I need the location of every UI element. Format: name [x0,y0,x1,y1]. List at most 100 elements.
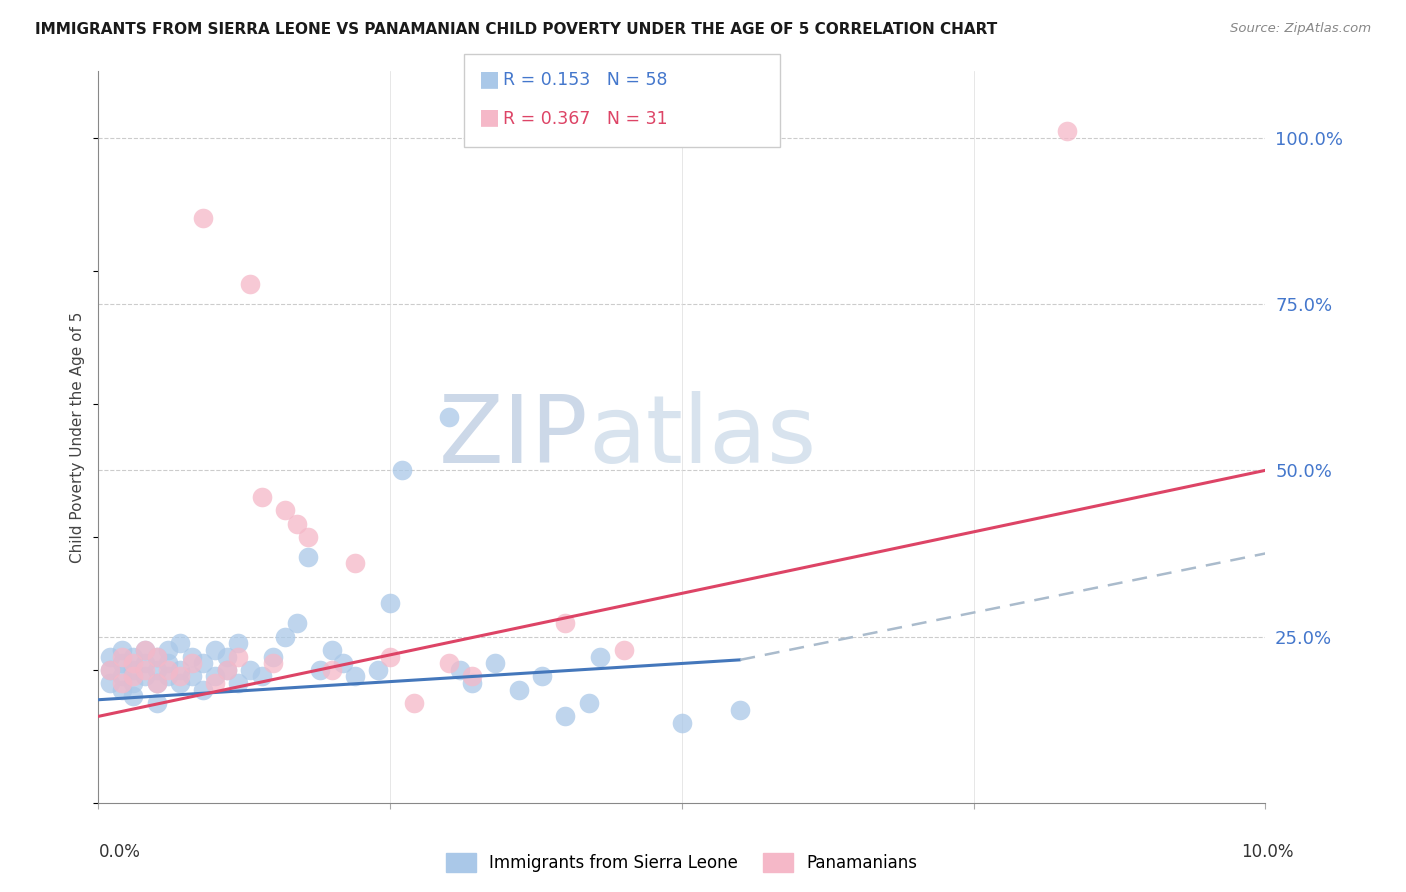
Point [461,669,484,683]
Point [157,656,180,670]
Point [344,557,367,571]
Point [589,649,612,664]
Point [157,663,180,677]
Point [262,649,284,664]
Point [554,616,576,631]
Point [367,663,389,677]
Point [250,669,273,683]
Point [215,649,238,664]
Point [228,636,250,650]
Point [297,549,319,564]
Point [274,630,297,644]
Point [122,663,145,677]
Point [215,663,238,677]
Point [157,669,180,683]
Point [380,649,402,664]
Point [250,490,273,504]
Point [98,663,121,677]
Point [134,669,156,683]
Point [111,676,134,690]
Text: 10.0%: 10.0% [1241,843,1294,861]
Point [134,643,156,657]
Text: Source: ZipAtlas.com: Source: ZipAtlas.com [1230,22,1371,36]
Point [461,676,484,690]
Legend: Immigrants from Sierra Leone, Panamanians: Immigrants from Sierra Leone, Panamanian… [440,846,924,879]
Point [204,643,226,657]
Text: R = 0.153   N = 58: R = 0.153 N = 58 [503,71,668,89]
Point [111,669,134,683]
Point [193,656,215,670]
Point [578,696,600,710]
Point [321,663,343,677]
Point [98,663,121,677]
Point [180,649,202,664]
Point [228,676,250,690]
Point [180,656,202,670]
Point [134,663,156,677]
Point [612,643,634,657]
Point [111,656,134,670]
Text: ■: ■ [479,69,501,88]
Point [122,649,145,664]
Point [228,649,250,664]
Point [169,676,191,690]
Point [146,696,169,710]
Text: ZIP: ZIP [439,391,589,483]
Point [402,696,425,710]
Point [508,682,530,697]
Point [146,676,169,690]
Point [146,663,169,677]
Point [484,656,506,670]
Point [98,649,121,664]
Point [204,669,226,683]
Text: IMMIGRANTS FROM SIERRA LEONE VS PANAMANIAN CHILD POVERTY UNDER THE AGE OF 5 CORR: IMMIGRANTS FROM SIERRA LEONE VS PANAMANI… [35,22,997,37]
Point [309,663,332,677]
Point [285,616,308,631]
Point [321,643,343,657]
Point [380,596,402,610]
Point [157,643,180,657]
Point [111,682,134,697]
Point [204,676,226,690]
Point [146,676,169,690]
Point [134,643,156,657]
Point [437,410,460,425]
Text: ■: ■ [479,107,501,127]
Point [122,690,145,704]
Point [1056,124,1078,138]
Point [111,643,134,657]
Point [169,669,191,683]
Point [169,636,191,650]
Point [146,649,169,664]
Point [122,676,145,690]
Point [554,709,576,723]
Point [449,663,471,677]
Point [215,663,238,677]
Point [111,649,134,664]
Point [193,682,215,697]
Point [98,676,121,690]
Point [180,669,202,683]
Y-axis label: Child Poverty Under the Age of 5: Child Poverty Under the Age of 5 [70,311,86,563]
Point [297,530,319,544]
Point [193,211,215,225]
Point [122,656,145,670]
Point [730,703,752,717]
Point [274,503,297,517]
Point [239,277,262,292]
Point [391,463,413,477]
Text: R = 0.367   N = 31: R = 0.367 N = 31 [503,110,668,128]
Point [437,656,460,670]
Point [332,656,354,670]
Text: atlas: atlas [589,391,817,483]
Point [122,669,145,683]
Point [146,649,169,664]
Point [344,669,367,683]
Point [530,669,553,683]
Text: 0.0%: 0.0% [98,843,141,861]
Point [134,656,156,670]
Point [671,716,693,731]
Point [285,516,308,531]
Point [262,656,284,670]
Point [169,663,191,677]
